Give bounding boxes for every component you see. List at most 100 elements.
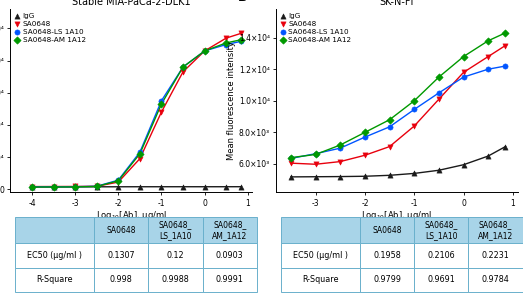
SA0648-AM 1A12 xyxy=(410,98,418,103)
SA0648 xyxy=(114,180,122,185)
SA0648-LS 1A10 xyxy=(49,184,58,189)
SA0648 xyxy=(237,31,245,36)
SA0648-AM 1A12 xyxy=(287,155,295,160)
Bar xyxy=(360,268,414,292)
Bar xyxy=(414,268,469,292)
SA0648-LS 1A10 xyxy=(312,151,320,156)
Text: R-Square: R-Square xyxy=(37,275,73,284)
IgG xyxy=(49,185,58,189)
Text: B: B xyxy=(237,0,247,4)
SA0648-LS 1A10 xyxy=(501,64,509,69)
IgG xyxy=(200,184,209,189)
Bar xyxy=(94,243,149,268)
Title: SK-N-FI: SK-N-FI xyxy=(380,0,414,7)
Bar xyxy=(149,243,202,268)
Legend: IgG, SA0648, SA0648-LS 1A10, SA0648-AM 1A12: IgG, SA0648, SA0648-LS 1A10, SA0648-AM 1… xyxy=(278,11,353,45)
Text: 0.9991: 0.9991 xyxy=(216,275,244,284)
Y-axis label: Mean fluorescence intensity: Mean fluorescence intensity xyxy=(227,41,236,160)
Bar xyxy=(202,243,257,268)
Bar xyxy=(94,217,149,243)
SA0648-LS 1A10 xyxy=(459,75,468,80)
Bar xyxy=(281,217,360,243)
SA0648-AM 1A12 xyxy=(49,185,58,189)
Text: SA0648: SA0648 xyxy=(372,226,402,235)
Text: SA0648_
AM_1A12: SA0648_ AM_1A12 xyxy=(478,220,513,240)
Text: SA0648_
AM_1A12: SA0648_ AM_1A12 xyxy=(212,220,247,240)
Bar xyxy=(414,243,469,268)
SA0648 xyxy=(459,70,468,75)
SA0648 xyxy=(287,161,295,166)
Bar xyxy=(360,243,414,268)
SA0648-LS 1A10 xyxy=(135,150,144,155)
SA0648-LS 1A10 xyxy=(287,156,295,161)
Bar xyxy=(469,217,522,243)
SA0648-AM 1A12 xyxy=(361,130,369,135)
SA0648-LS 1A10 xyxy=(222,42,230,47)
Bar xyxy=(15,243,94,268)
SA0648-AM 1A12 xyxy=(200,49,209,54)
SA0648 xyxy=(200,49,209,54)
SA0648 xyxy=(222,36,230,41)
Text: EC50 (μg/ml ): EC50 (μg/ml ) xyxy=(293,251,348,260)
SA0648 xyxy=(385,144,394,149)
SA0648-AM 1A12 xyxy=(484,38,492,43)
SA0648-LS 1A10 xyxy=(157,98,166,103)
Text: SA0648_
LS_1A10: SA0648_ LS_1A10 xyxy=(425,220,458,240)
IgG xyxy=(237,184,245,189)
Text: 0.9691: 0.9691 xyxy=(427,275,455,284)
Text: EC50 (μg/ml ): EC50 (μg/ml ) xyxy=(27,251,82,260)
SA0648-AM 1A12 xyxy=(179,65,187,69)
Bar xyxy=(94,268,149,292)
SA0648-AM 1A12 xyxy=(28,185,36,189)
IgG xyxy=(435,168,443,173)
IgG xyxy=(287,174,295,179)
SA0648-AM 1A12 xyxy=(459,54,468,59)
SA0648 xyxy=(49,184,58,189)
IgG xyxy=(361,174,369,179)
SA0648-AM 1A12 xyxy=(157,102,166,106)
SA0648-LS 1A10 xyxy=(179,65,187,69)
SA0648-LS 1A10 xyxy=(114,178,122,183)
X-axis label: Log$_{10}$[Ab], μg/ml: Log$_{10}$[Ab], μg/ml xyxy=(96,209,167,222)
IgG xyxy=(501,144,509,149)
SA0648 xyxy=(410,124,418,129)
IgG xyxy=(484,154,492,159)
SA0648-AM 1A12 xyxy=(93,184,101,189)
IgG xyxy=(312,174,320,179)
Bar xyxy=(281,268,360,292)
IgG xyxy=(135,184,144,189)
SA0648-AM 1A12 xyxy=(222,40,230,45)
SA0648-AM 1A12 xyxy=(385,117,394,122)
IgG xyxy=(222,184,230,189)
SA0648-LS 1A10 xyxy=(237,39,245,44)
Text: 0.2106: 0.2106 xyxy=(427,251,455,260)
SA0648-LS 1A10 xyxy=(484,67,492,72)
Text: 0.9799: 0.9799 xyxy=(373,275,401,284)
Bar xyxy=(469,268,522,292)
SA0648-AM 1A12 xyxy=(237,37,245,42)
SA0648-LS 1A10 xyxy=(93,184,101,189)
SA0648-AM 1A12 xyxy=(336,143,345,147)
Text: 0.1307: 0.1307 xyxy=(108,251,135,260)
Legend: IgG, SA0648, SA0648-LS 1A10, SA0648-AM 1A12: IgG, SA0648, SA0648-LS 1A10, SA0648-AM 1… xyxy=(13,11,87,45)
IgG xyxy=(179,184,187,189)
SA0648 xyxy=(179,69,187,74)
Bar xyxy=(15,268,94,292)
IgG xyxy=(459,162,468,167)
SA0648-LS 1A10 xyxy=(28,185,36,189)
IgG xyxy=(410,171,418,176)
SA0648-AM 1A12 xyxy=(435,75,443,80)
IgG xyxy=(93,184,101,189)
SA0648-LS 1A10 xyxy=(361,135,369,140)
IgG xyxy=(71,185,79,189)
Text: 0.0903: 0.0903 xyxy=(216,251,244,260)
Text: 0.998: 0.998 xyxy=(110,275,133,284)
SA0648 xyxy=(484,54,492,59)
SA0648-AM 1A12 xyxy=(312,152,320,157)
IgG xyxy=(385,173,394,178)
Text: R-Square: R-Square xyxy=(302,275,339,284)
SA0648 xyxy=(361,153,369,158)
Text: SA0648: SA0648 xyxy=(107,226,136,235)
SA0648-LS 1A10 xyxy=(410,107,418,112)
IgG xyxy=(114,184,122,189)
